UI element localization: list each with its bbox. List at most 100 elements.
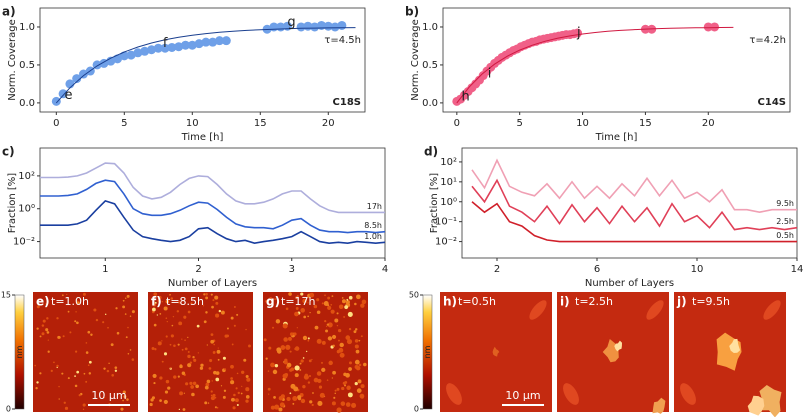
grain [210, 390, 213, 393]
grain [354, 344, 359, 349]
y-tick-label: 10⁻² [13, 237, 35, 248]
grain [172, 316, 175, 318]
grain [78, 393, 81, 397]
grain [87, 364, 90, 367]
point-annotation: i [488, 67, 492, 82]
grain [88, 360, 92, 364]
flake [652, 397, 666, 414]
grain [334, 389, 337, 392]
x-tick-label: 15 [254, 118, 267, 129]
data-point [296, 22, 306, 32]
x-axis-label: Number of Layers [585, 278, 674, 289]
grain [85, 342, 88, 344]
grain [245, 328, 247, 331]
grain [348, 327, 352, 331]
grain [232, 406, 236, 410]
grain [309, 292, 315, 298]
grain [279, 402, 285, 408]
grain [122, 299, 125, 302]
grain [287, 336, 292, 341]
panel: d) 2 6 10 14 10⁻² 10⁻¹ 10⁰ 10¹ 10² Number of Layer… [424, 145, 803, 290]
grain [75, 311, 77, 313]
grain [312, 392, 314, 394]
grain [309, 311, 311, 314]
grain [110, 343, 114, 347]
grain [267, 387, 271, 391]
afm-image: j) t=9.5h [674, 292, 786, 417]
flake [747, 395, 765, 416]
grain [124, 297, 127, 300]
grain [341, 386, 345, 391]
grain [294, 311, 299, 317]
grain [76, 300, 78, 302]
x-tick-label: 20 [702, 118, 715, 129]
grain [338, 339, 340, 342]
grain [182, 408, 186, 411]
grain [278, 407, 283, 412]
grain [307, 315, 309, 318]
grain [126, 398, 129, 401]
grain [36, 327, 39, 330]
grain [47, 339, 49, 341]
grain [273, 396, 276, 399]
grain [336, 387, 340, 391]
data-point [147, 45, 157, 55]
grain [165, 379, 170, 384]
grain [336, 349, 341, 354]
point-annotation: j [576, 26, 581, 41]
grain [240, 392, 243, 395]
grain [163, 306, 168, 311]
grain [356, 388, 362, 393]
grain [355, 349, 360, 354]
flake [759, 385, 782, 417]
grain [215, 313, 220, 318]
image-label: e) [36, 295, 50, 309]
grain [212, 299, 215, 302]
image-time: t=8.5h [166, 295, 204, 308]
data-point [323, 21, 333, 31]
grain [282, 323, 288, 329]
grain [166, 320, 168, 323]
grain [296, 327, 298, 329]
panel: c) 1 2 3 4 10⁻² 10⁰ 10² Number of Layers Fraction… [2, 145, 388, 290]
afm-image: f) t=8.5h [148, 292, 253, 412]
grain [268, 346, 272, 350]
grain [284, 372, 289, 377]
grain [346, 385, 351, 390]
x-tick-label: 10 [691, 264, 704, 275]
x-tick-label: 1 [102, 264, 108, 275]
grain [327, 305, 332, 310]
grain [330, 303, 333, 306]
grain [294, 373, 299, 378]
grain [170, 334, 174, 338]
grain [190, 302, 193, 305]
grain [340, 401, 346, 406]
grain [203, 320, 207, 324]
data-point [160, 43, 170, 53]
data-line [471, 201, 797, 243]
grain [307, 337, 310, 340]
grain [151, 396, 155, 400]
grain [87, 330, 91, 334]
grain [324, 294, 326, 297]
grain [191, 392, 195, 397]
grain [153, 323, 157, 327]
grain [187, 336, 189, 339]
grain [272, 369, 278, 375]
data-line [40, 179, 386, 234]
grain [167, 386, 171, 390]
x-axis-label: Number of Layers [168, 278, 257, 289]
grain [346, 298, 349, 301]
data-point [58, 89, 68, 99]
grain [74, 384, 78, 388]
grain [181, 338, 183, 340]
grain [159, 399, 162, 403]
grain [159, 312, 162, 315]
grain [358, 363, 362, 367]
grain [265, 299, 268, 303]
grain [39, 335, 42, 338]
point-annotation: g [287, 15, 295, 30]
grain [210, 293, 213, 296]
grain [220, 385, 223, 387]
grain [230, 380, 235, 385]
